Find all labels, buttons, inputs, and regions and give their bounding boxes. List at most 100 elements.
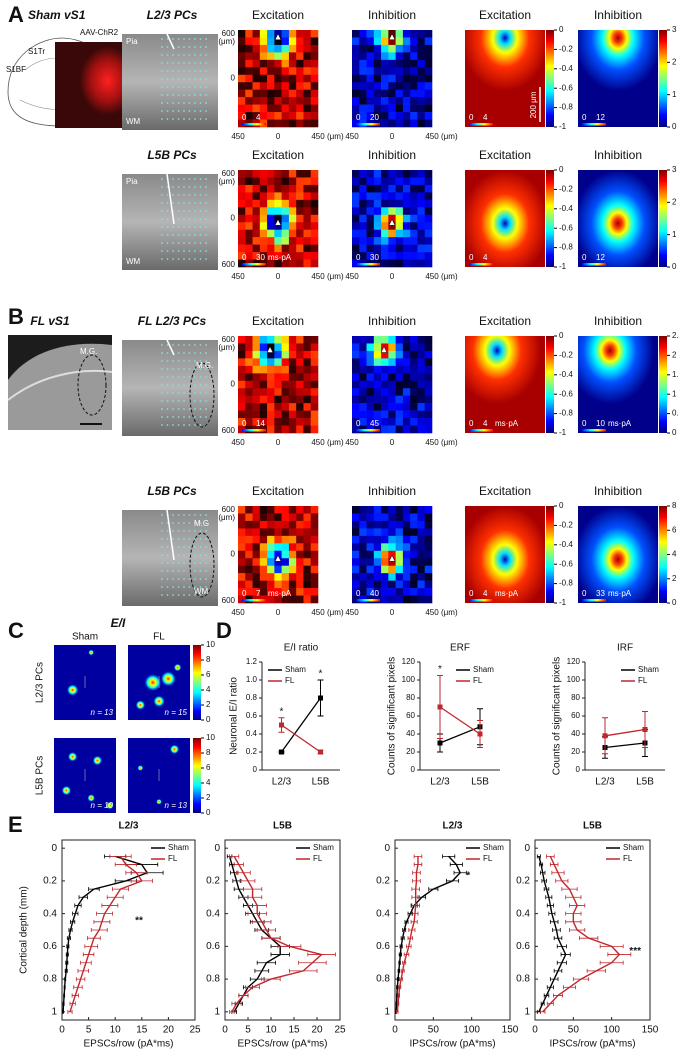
map-pixel (417, 207, 426, 216)
map-pixel (366, 67, 375, 76)
map-pixel (381, 170, 389, 178)
map-pixel (267, 343, 275, 352)
map-pixel (288, 380, 297, 389)
map-pixel (303, 229, 312, 238)
map-pixel (310, 52, 319, 61)
series-line (395, 855, 462, 1012)
map-pixel (381, 395, 389, 404)
scale-unit: ms·pA (268, 253, 292, 262)
map-pixel (267, 395, 275, 404)
stim-site (166, 392, 169, 394)
stim-site (161, 368, 163, 370)
map-pixel (281, 588, 290, 596)
stim-site (161, 202, 163, 204)
map-pixel (395, 388, 404, 396)
map-pixel (359, 199, 367, 208)
stim-site (172, 226, 174, 228)
y-tick-label: 40 (406, 729, 415, 738)
stim-site (194, 38, 196, 40)
stim-site (166, 226, 169, 228)
map-pixel (381, 207, 389, 216)
map-pixel (281, 82, 290, 90)
map-pixel (410, 82, 418, 90)
map-pixel (402, 44, 411, 53)
map-pixel (281, 506, 290, 514)
map-pixel (395, 259, 404, 268)
map-pixel (310, 425, 319, 434)
x-axis-label: EPSCs/row (pA*ms) (237, 1039, 327, 1050)
map-pixel (259, 97, 268, 105)
stim-site (183, 376, 185, 378)
stim-site (205, 78, 207, 80)
map-pixel (388, 199, 396, 208)
map-pixel (366, 380, 375, 389)
stim-site (177, 352, 180, 354)
map-pixel (238, 550, 246, 559)
map-pixel (274, 229, 282, 238)
colorbar-tick-label: 10 (206, 640, 215, 649)
scale-bar (469, 263, 493, 266)
stim-site (161, 586, 163, 588)
map-pixel (424, 388, 433, 396)
scale-unit: ms·pA (608, 589, 632, 598)
map-pixel (288, 259, 297, 268)
x-tick-label: 450 (425, 438, 439, 447)
map-pixel (402, 513, 411, 522)
stim-site (172, 538, 174, 540)
y-tick-label: 100 (567, 675, 581, 684)
map-pixel (402, 199, 411, 208)
map-pixel (238, 192, 246, 201)
stim-site (188, 194, 191, 196)
map-pixel (352, 418, 360, 426)
map-pixel (303, 259, 312, 268)
map-pixel (245, 222, 253, 230)
map-pixel (259, 184, 268, 193)
map-pixel (373, 350, 382, 359)
map-pixel (288, 37, 297, 46)
stim-site (194, 218, 196, 220)
stim-site (194, 258, 196, 260)
map-pixel (252, 550, 261, 559)
marker (642, 727, 648, 732)
scale-label: 0 (242, 419, 247, 428)
map-pixel (359, 380, 367, 389)
stim-site (183, 62, 185, 64)
map-pixel (245, 336, 253, 344)
map-pixel (352, 380, 360, 389)
map-pixel (238, 237, 246, 245)
marker (318, 695, 323, 701)
axes (261, 662, 340, 771)
map-pixel (395, 535, 404, 544)
stim-site (188, 360, 191, 362)
series-line (231, 856, 324, 1013)
stim-site (199, 594, 202, 596)
stim-site (177, 118, 180, 120)
stim-site (177, 194, 180, 196)
map-pixel (252, 74, 261, 83)
map-pixel (381, 513, 389, 522)
map-pixel (388, 513, 396, 522)
map-pixel (303, 222, 312, 230)
map-pixel (417, 67, 426, 76)
map-pixel (267, 244, 275, 253)
stim-site (161, 594, 163, 596)
map-pixel (238, 580, 246, 589)
map-pixel (352, 336, 360, 344)
map-pixel (395, 506, 404, 514)
map-pixel (373, 358, 382, 367)
stim-site (183, 102, 185, 104)
stim-site (172, 194, 174, 196)
map-pixel (310, 528, 319, 537)
map-pixel (296, 104, 304, 113)
map-pixel (274, 74, 282, 83)
map-pixel (352, 506, 360, 514)
map-pixel (424, 30, 433, 38)
map-pixel (417, 373, 426, 382)
row-title: L5B PCs (147, 148, 197, 162)
map-pixel (238, 388, 246, 396)
map-pixel (388, 410, 396, 419)
stim-site (205, 384, 207, 386)
map-pixel (303, 358, 312, 367)
ei-spot (87, 794, 96, 802)
stim-site (172, 86, 174, 88)
